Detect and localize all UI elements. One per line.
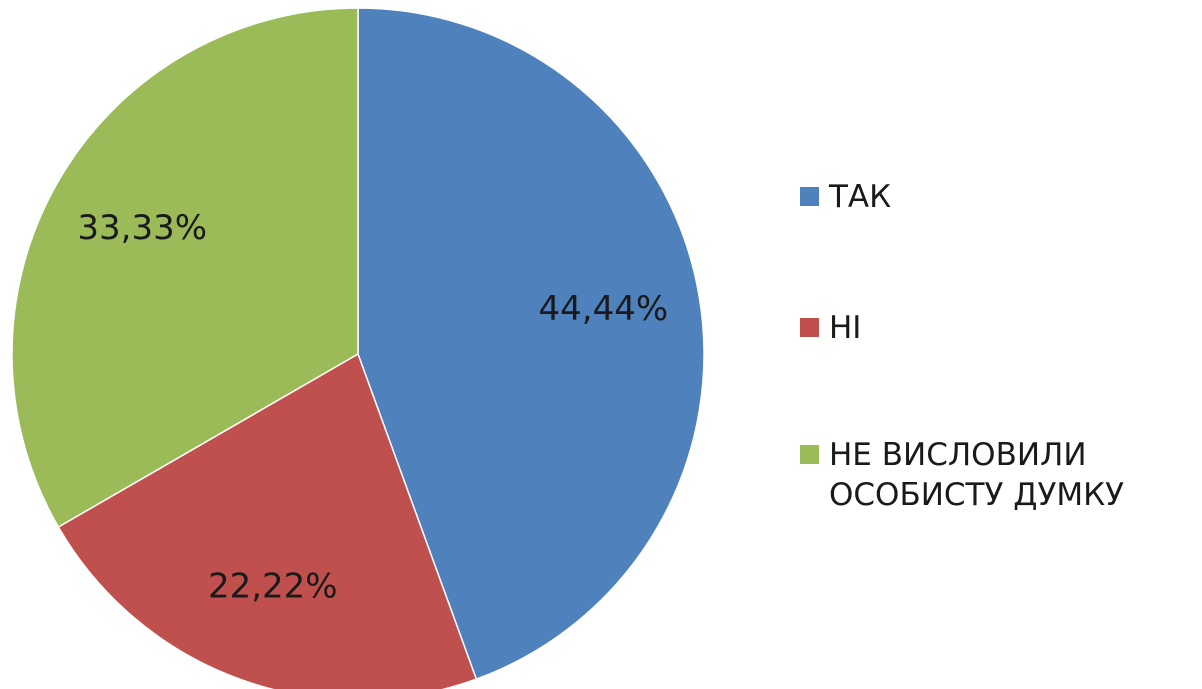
- pie-slice: [357, 7, 705, 681]
- pie-slice: [57, 352, 478, 689]
- legend-item: НЕ ВИСЛОВИЛИ ОСОБИСТУ ДУМКУ: [800, 435, 1190, 515]
- legend-label: НЕ ВИСЛОВИЛИ ОСОБИСТУ ДУМКУ: [829, 437, 1124, 513]
- legend-item: НІ: [800, 308, 1190, 348]
- data-label: 22,22%: [208, 567, 338, 607]
- pie-slice: [11, 7, 359, 529]
- legend-label: ТАК: [829, 179, 892, 215]
- legend-swatch: [800, 187, 819, 206]
- legend-item: ТАК: [800, 177, 1190, 217]
- legend-label: НІ: [829, 310, 862, 346]
- data-label: 44,44%: [539, 289, 669, 329]
- data-label: 33,33%: [77, 208, 207, 248]
- legend-swatch: [800, 318, 819, 337]
- legend-swatch: [800, 445, 819, 464]
